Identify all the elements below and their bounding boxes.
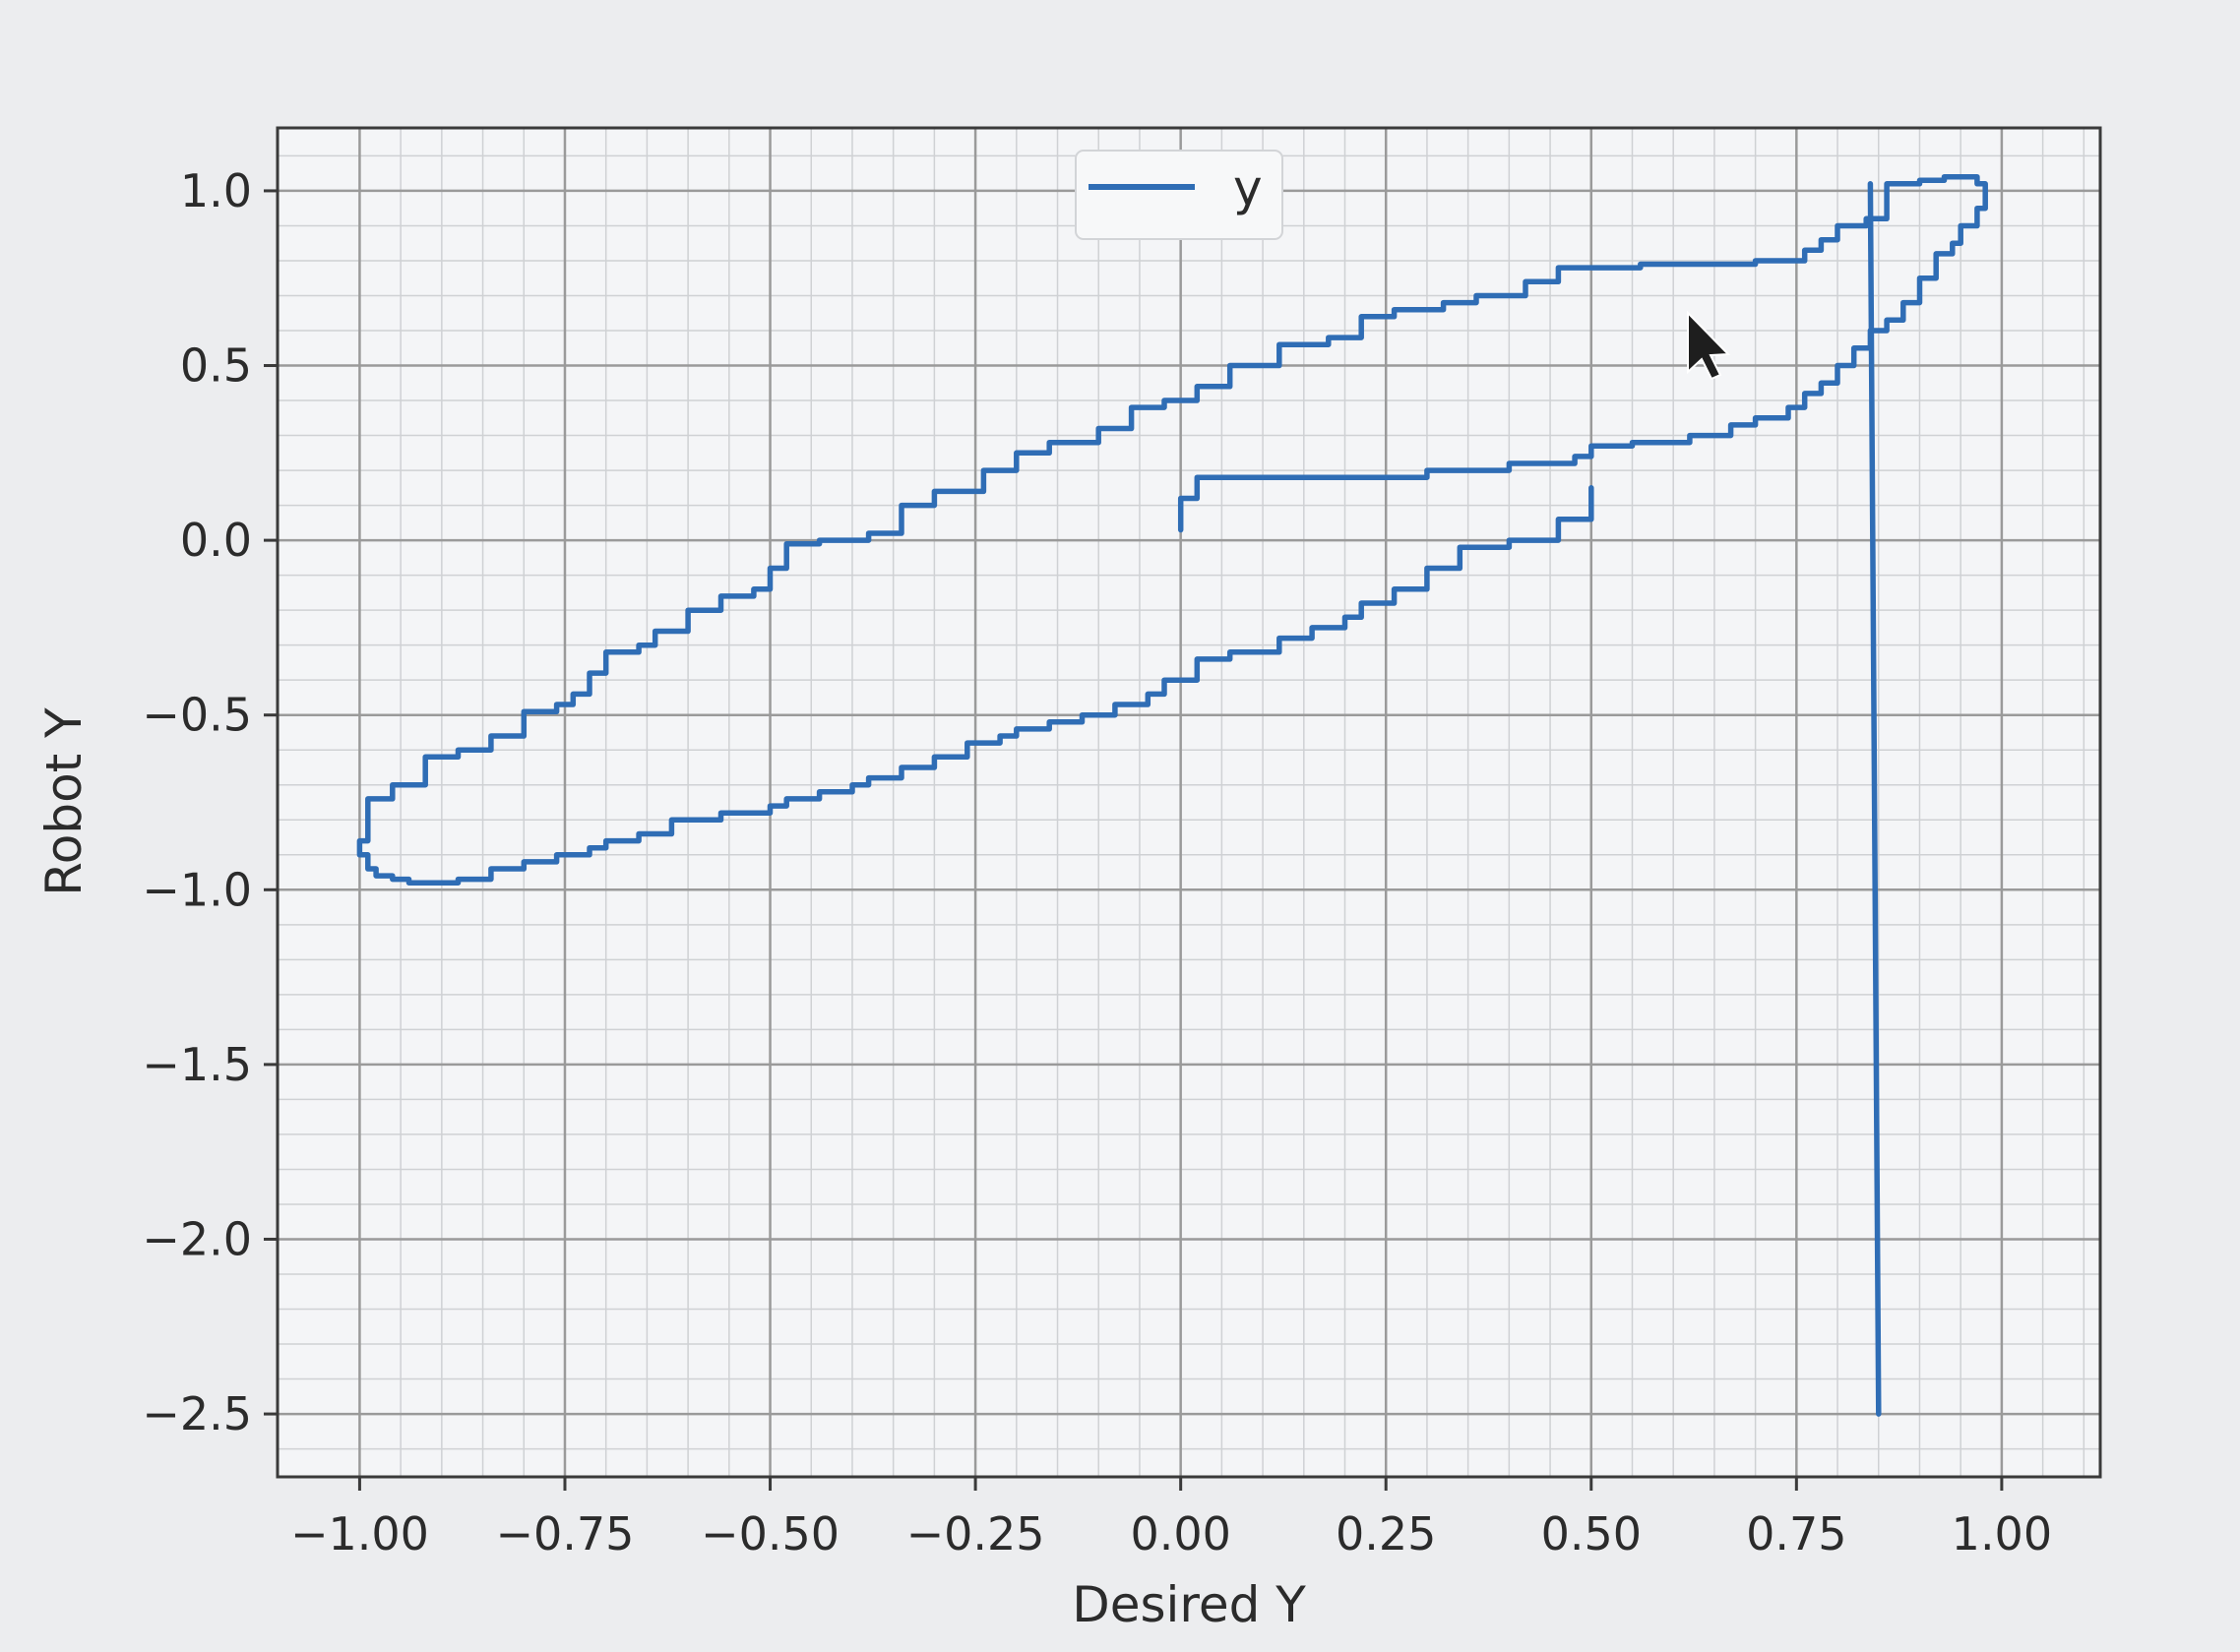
x-tick-label: −0.50: [701, 1507, 840, 1560]
y-tick-label: 0.0: [180, 514, 252, 567]
x-tick-label: 0.00: [1130, 1507, 1230, 1560]
major-grid: [278, 128, 2100, 1477]
x-axis-label: Desired Y: [1072, 1576, 1306, 1633]
y-tick-label: −1.5: [142, 1038, 252, 1091]
x-tick-label: 1.00: [1952, 1507, 2052, 1560]
y-tick-label: −2.0: [142, 1212, 252, 1265]
x-tick-label: −0.75: [495, 1507, 634, 1560]
legend-label: y: [1233, 159, 1263, 216]
x-tick-label: 0.75: [1746, 1507, 1846, 1560]
x-tick-label: −0.25: [906, 1507, 1045, 1560]
y-tick-label: −2.5: [142, 1387, 252, 1440]
mouse-cursor-icon: [1687, 310, 1731, 381]
plot-frame: [276, 126, 2102, 1479]
series-drop-line: [1867, 181, 1882, 1417]
legend-box: [1075, 150, 1283, 240]
y-tick-label: −1.0: [142, 863, 252, 916]
x-axis-ticks: −1.00 −0.75 −0.50 −0.25 0.00 0.25 0.50 0.75 1.00: [290, 1477, 2052, 1560]
y-axis-ticks: 1.0 0.5 0.0 −0.5 −1.0 −1.5 −2.0 −2.5: [142, 164, 278, 1440]
y-tick-label: −0.5: [142, 689, 252, 742]
y-axis-label: Robot Y: [35, 707, 93, 896]
y-tick-label: 1.0: [180, 164, 252, 217]
y-tick-label: 0.5: [180, 339, 252, 393]
x-tick-label: 0.25: [1336, 1507, 1436, 1560]
x-tick-label: −1.00: [290, 1507, 429, 1560]
series-line: [356, 173, 1988, 886]
legend: y: [1075, 150, 1283, 240]
series-layer: [356, 173, 1988, 1417]
x-tick-label: 0.50: [1541, 1507, 1642, 1560]
